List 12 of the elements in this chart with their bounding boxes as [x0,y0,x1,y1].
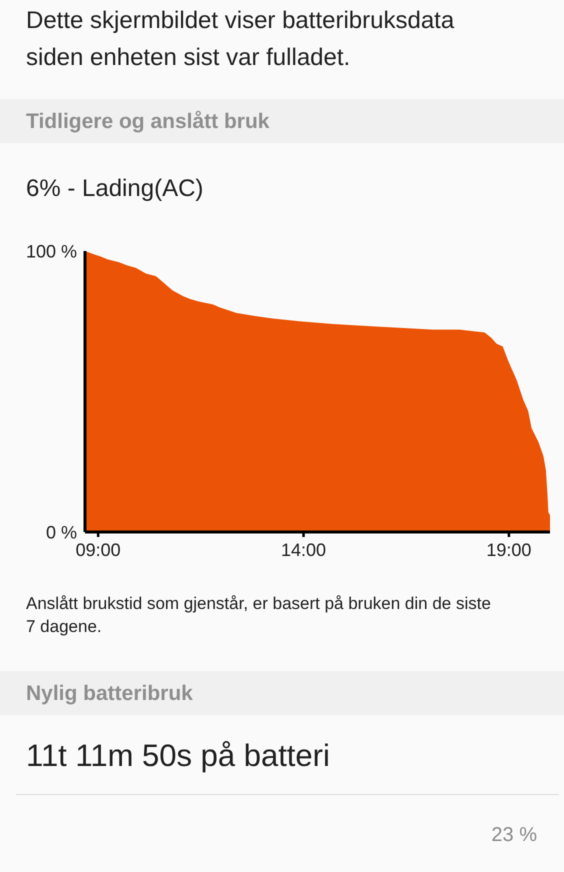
text: Nylig batteribruk [26,681,193,707]
x-tick-label: 09:00 [76,540,121,560]
y-tick-label: 0 % [46,522,77,542]
chart-subtitle: Tidligere og anslått bruk [26,109,270,135]
chart-title: Dette skjermbildet viser batteribruksdata siden enheten sist var fulladet. [26,6,456,73]
y-tick-label: 100 % [26,241,77,262]
text: Anslått brukstid som gjenstår, er basert på bruken din de siste 7 dagene. [26,593,492,638]
text: 11t 11m 50s på batteri [26,737,330,775]
text: 6% - Lading(AC) [26,174,204,204]
x-tick-label: 19:00 [486,540,532,560]
x-tick-label: 14:00 [281,540,326,560]
text: 23 % [491,823,537,847]
